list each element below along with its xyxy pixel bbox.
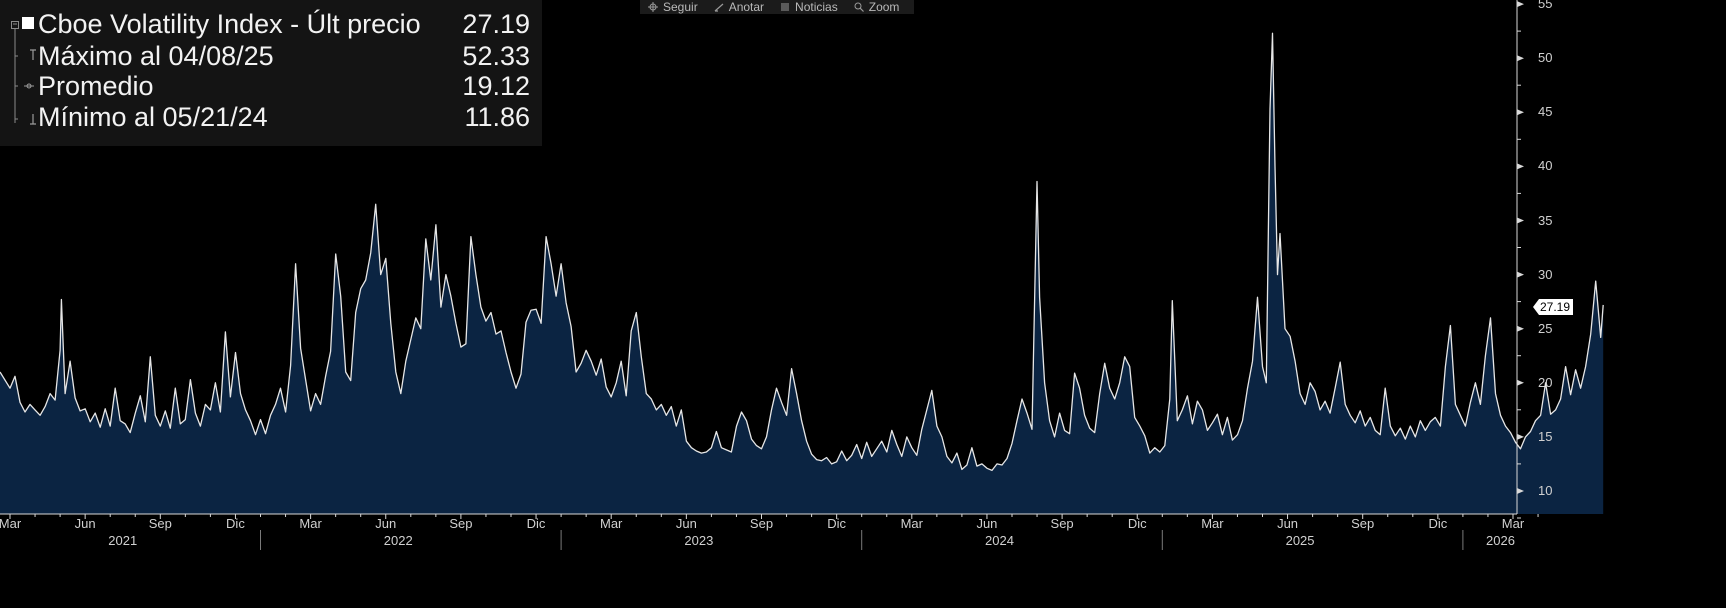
legend-row-min: Mínimo al 05/21/24 11.86 bbox=[38, 102, 530, 132]
max-label: Máximo al 04/08/25 bbox=[38, 41, 274, 71]
annotate-button[interactable]: Anotar bbox=[706, 0, 772, 14]
x-month-label: Sep bbox=[449, 516, 473, 531]
x-month-label: Mar bbox=[0, 516, 22, 531]
y-tick-label: 50 bbox=[1538, 50, 1553, 66]
min-label: Mínimo al 05/21/24 bbox=[38, 102, 268, 132]
annotate-label: Anotar bbox=[728, 0, 765, 14]
last-price-tag: 27.19 bbox=[1533, 299, 1574, 315]
x-year-label: 2023 bbox=[684, 533, 714, 548]
x-month-label: Dic bbox=[526, 516, 546, 531]
x-month-label: Dic bbox=[226, 516, 245, 531]
legend-row-series[interactable]: Cboe Volatility Index - Últ precio 27.19 bbox=[38, 9, 530, 39]
x-month-label: Dic bbox=[1127, 516, 1147, 531]
x-month-label: Mar bbox=[900, 516, 923, 531]
x-year-label: 2025 bbox=[1285, 533, 1315, 548]
y-tick-label: 40 bbox=[1538, 158, 1553, 174]
magnifier-icon bbox=[854, 2, 864, 12]
y-tick-label: 25 bbox=[1538, 320, 1553, 336]
follow-label: Seguir bbox=[663, 0, 698, 14]
y-tick-label: 10 bbox=[1538, 483, 1553, 498]
series-last-value: 27.19 bbox=[462, 9, 530, 39]
x-year-label: 2024 bbox=[985, 533, 1014, 548]
zoom-button[interactable]: Zoom bbox=[846, 0, 908, 14]
legend-row-max: Máximo al 04/08/25 52.33 bbox=[38, 41, 530, 71]
plot-area bbox=[0, 32, 1604, 515]
legend-row-average: Promedio 19.12 bbox=[38, 71, 530, 101]
zoom-label: Zoom bbox=[868, 0, 900, 14]
x-month-label: Mar bbox=[599, 516, 623, 531]
series-title: Cboe Volatility Index - Últ precio bbox=[38, 9, 421, 39]
axes bbox=[0, 0, 1539, 550]
y-tick-label: 45 bbox=[1538, 104, 1553, 120]
x-month-label: Jun bbox=[976, 516, 998, 531]
max-value: 52.33 bbox=[462, 41, 530, 71]
x-month-label: Sep bbox=[148, 516, 172, 531]
crosshair-icon bbox=[648, 2, 658, 12]
x-month-label: Mar bbox=[299, 516, 322, 531]
x-month-label: Mar bbox=[1501, 516, 1525, 531]
x-month-label: Jun bbox=[1277, 516, 1299, 531]
y-tick-label: 15 bbox=[1538, 428, 1553, 444]
news-label: Noticias bbox=[795, 0, 838, 14]
x-month-label: Sep bbox=[1351, 516, 1375, 531]
x-year-label: 2026 bbox=[1486, 533, 1515, 548]
news-button[interactable]: Noticias bbox=[772, 0, 846, 14]
chart-legend: Cboe Volatility Index - Últ precio 27.19… bbox=[0, 0, 542, 146]
collapse-toggle-icon bbox=[11, 21, 19, 29]
legend-tree-lines bbox=[11, 17, 36, 125]
x-month-label: Jun bbox=[675, 516, 697, 531]
y-tick-label: 30 bbox=[1538, 266, 1553, 282]
x-month-label: Sep bbox=[1050, 516, 1074, 531]
x-month-label: Mar bbox=[1201, 516, 1224, 531]
y-tick-label: 35 bbox=[1538, 212, 1553, 228]
y-tick-label: 55 bbox=[1538, 0, 1553, 12]
x-month-label: Jun bbox=[375, 516, 397, 531]
average-value: 19.12 bbox=[462, 71, 530, 101]
follow-button[interactable]: Seguir bbox=[640, 0, 706, 14]
x-month-label: Sep bbox=[749, 516, 774, 531]
x-year-label: 2021 bbox=[108, 533, 138, 548]
series-color-swatch-icon bbox=[22, 17, 34, 29]
max-marker-icon bbox=[30, 49, 36, 60]
x-month-label: Dic bbox=[1428, 516, 1448, 531]
x-month-label: Jun bbox=[74, 516, 96, 531]
pencil-icon bbox=[714, 3, 724, 12]
price-line bbox=[0, 32, 1604, 472]
x-month-label: Dic bbox=[827, 516, 847, 531]
y-tick-label: 20 bbox=[1538, 374, 1553, 390]
average-marker-icon bbox=[26, 83, 32, 89]
average-label: Promedio bbox=[38, 71, 154, 101]
chart-toolbar: Seguir Anotar Noticias Zoom bbox=[640, 0, 914, 14]
min-marker-icon bbox=[30, 114, 36, 125]
news-icon bbox=[781, 3, 790, 11]
x-year-label: 2022 bbox=[383, 533, 413, 548]
min-value: 11.86 bbox=[464, 102, 530, 132]
